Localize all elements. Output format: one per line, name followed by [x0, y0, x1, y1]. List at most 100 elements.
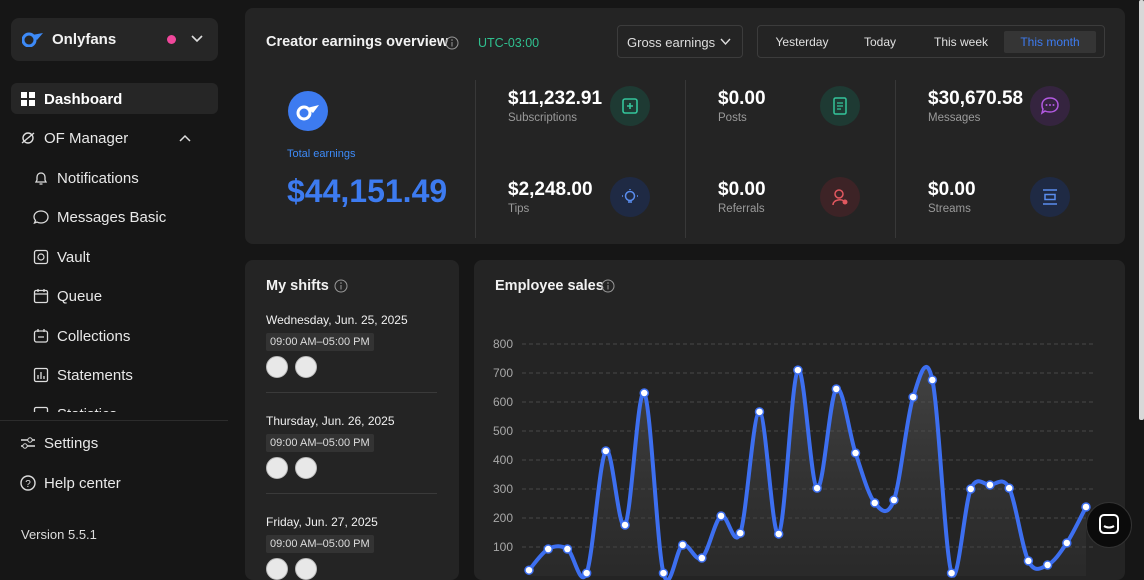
version: Version 5.5.1: [21, 527, 97, 542]
divider: [266, 392, 437, 393]
stat-label: Messages: [928, 112, 981, 124]
y-tick-label: 500: [493, 424, 513, 438]
nav-label: Help center: [44, 474, 121, 492]
nav-item[interactable]: Notifications: [33, 166, 139, 190]
card-title: Creator earnings overview: [266, 34, 449, 50]
period-tab[interactable]: Today: [863, 35, 897, 49]
info-icon[interactable]: [601, 279, 615, 293]
nav-item[interactable]: Queue: [33, 284, 102, 308]
avatar: [266, 356, 288, 378]
shift-date: Thursday, Jun. 26, 2025: [266, 414, 395, 428]
chat-icon: [1099, 514, 1119, 534]
shift-date: Friday, Jun. 27, 2025: [266, 515, 378, 529]
icon: [33, 367, 49, 383]
point: [754, 407, 765, 417]
avatar: [295, 558, 317, 580]
scrollbar: [1139, 0, 1144, 420]
stat-icon: [610, 177, 650, 217]
nav-item[interactable]: Messages Basic: [33, 205, 166, 229]
point: [562, 544, 573, 554]
nav-item[interactable]: Vault: [33, 245, 90, 269]
point: [812, 483, 822, 493]
divider: [685, 80, 686, 238]
overview-card: Creator earnings overview UTC-03:00 Gros…: [245, 8, 1125, 244]
stat-icon: [1030, 177, 1070, 217]
stat-label: Posts: [718, 112, 747, 124]
point: [831, 384, 842, 394]
point: [601, 446, 611, 456]
period-tab[interactable]: This week: [933, 35, 989, 49]
chart: 100 200 300 400 500 600 700 800: [493, 337, 1095, 580]
y-tick-label: 600: [493, 395, 513, 409]
point: [524, 565, 534, 575]
status-dot: [167, 35, 176, 44]
brand-logo: [22, 32, 43, 47]
y-tick-label: 700: [493, 366, 513, 380]
stat-icon: [610, 86, 650, 126]
nav-label: Dashboard: [44, 90, 123, 108]
icon: [33, 289, 49, 304]
avatar: [295, 457, 317, 479]
info-icon[interactable]: [334, 279, 348, 293]
point: [581, 568, 592, 578]
period-tab[interactable]: Yesterday: [775, 35, 829, 49]
nav-label: Messages Basic: [57, 208, 167, 226]
point: [889, 495, 899, 505]
nav-item[interactable]: OF Manager: [20, 126, 191, 150]
shift-time: 09:00 AM–05:00 PM: [266, 333, 374, 351]
icon: [21, 132, 35, 144]
info-icon[interactable]: [445, 36, 459, 50]
nav-item[interactable]: ? Help center: [20, 471, 121, 495]
y-tick-label: 800: [493, 337, 513, 351]
stat-value: $0.00: [928, 179, 976, 200]
icon: [1040, 97, 1059, 115]
nav-item[interactable]: Collections: [33, 324, 130, 348]
point: [1004, 483, 1014, 493]
card-title: Employee sales: [495, 278, 604, 294]
chevron: [191, 35, 203, 43]
divider: [0, 420, 228, 421]
chevron: [179, 134, 191, 142]
stat-label: Tips: [508, 203, 530, 215]
y-tick-label: 300: [493, 482, 513, 496]
nav-label: OF Manager: [44, 129, 129, 147]
shift-date: Wednesday, Jun. 25, 2025: [266, 313, 408, 327]
point: [1081, 502, 1091, 512]
icon: ?: [20, 475, 36, 491]
stat-value: $30,670.58: [928, 88, 1024, 109]
nav-item[interactable]: Dashboard: [20, 87, 122, 111]
dropdown-label: Gross earnings: [627, 35, 716, 50]
nav-label: Statements: [57, 366, 133, 384]
icon: [21, 437, 35, 449]
nav-label: Collections: [57, 327, 131, 345]
chat-button[interactable]: [1086, 502, 1132, 548]
point: [773, 529, 784, 539]
point: [850, 448, 861, 458]
point: [869, 498, 880, 508]
nav-label: Statistics: [57, 406, 117, 413]
stat-label: Subscriptions: [508, 112, 578, 124]
shifts-card: My shifts Wednesday, Jun. 25, 2025 09:00…: [245, 260, 459, 580]
nav-item[interactable]: Settings: [20, 431, 98, 455]
point: [927, 375, 938, 385]
point: [697, 553, 707, 563]
divider: [475, 80, 476, 238]
earnings-dropdown[interactable]: Gross earnings: [617, 25, 743, 58]
avatar: [266, 457, 288, 479]
timezone: UTC-03:00: [478, 36, 540, 50]
nav-item[interactable]: Statistics: [33, 402, 117, 412]
svg-text:?: ?: [25, 479, 31, 490]
icon: [832, 189, 848, 206]
nav-item[interactable]: Statements: [33, 363, 133, 387]
period-tab[interactable]: This month: [1004, 31, 1096, 53]
point: [966, 484, 976, 494]
point: [946, 568, 957, 578]
stat-value: $0.00: [718, 179, 766, 200]
icon: [622, 98, 638, 114]
point: [908, 392, 918, 402]
brand-switcher[interactable]: Onlyfans: [11, 18, 218, 61]
active-nav-bg: [11, 83, 218, 114]
icon: [833, 97, 847, 115]
point: [620, 520, 630, 530]
icon: [21, 92, 35, 106]
